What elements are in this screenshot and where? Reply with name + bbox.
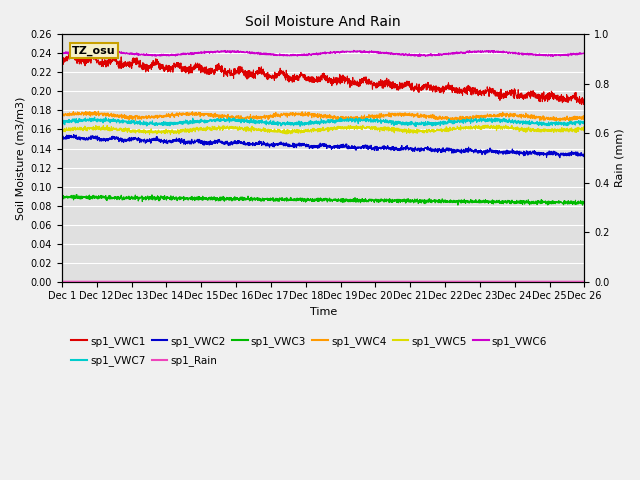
Legend: sp1_VWC7, sp1_Rain: sp1_VWC7, sp1_Rain (67, 351, 221, 371)
Y-axis label: Soil Moisture (m3/m3): Soil Moisture (m3/m3) (15, 96, 25, 220)
Text: TZ_osu: TZ_osu (72, 46, 116, 56)
Y-axis label: Rain (mm): Rain (mm) (615, 129, 625, 187)
X-axis label: Time: Time (310, 307, 337, 317)
Title: Soil Moisture And Rain: Soil Moisture And Rain (245, 15, 401, 29)
